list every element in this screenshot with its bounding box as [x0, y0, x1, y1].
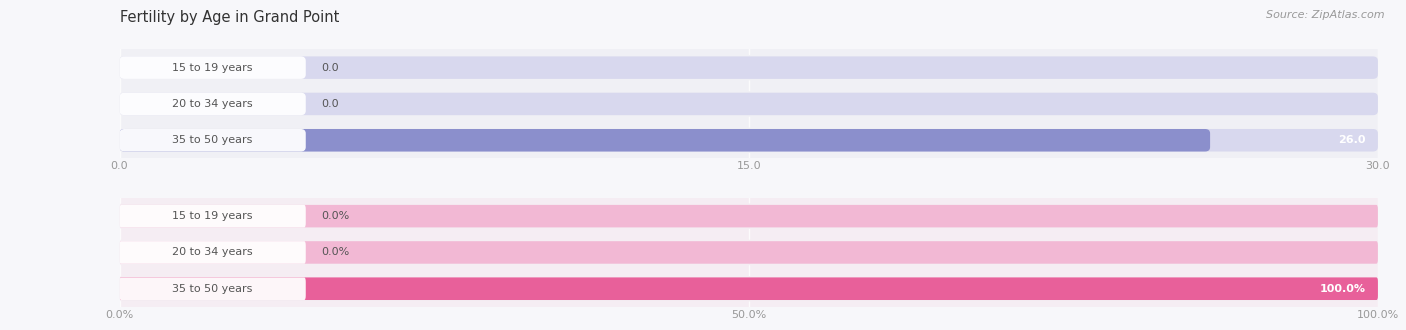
FancyBboxPatch shape: [120, 55, 1378, 80]
FancyBboxPatch shape: [120, 93, 305, 115]
Text: 0.0%: 0.0%: [321, 211, 349, 221]
Text: 100.0%: 100.0%: [1319, 284, 1365, 294]
Text: Fertility by Age in Grand Point: Fertility by Age in Grand Point: [120, 10, 339, 25]
FancyBboxPatch shape: [120, 127, 1378, 153]
Text: 35 to 50 years: 35 to 50 years: [173, 135, 253, 145]
Text: 26.0: 26.0: [1337, 135, 1365, 145]
FancyBboxPatch shape: [120, 129, 305, 151]
FancyBboxPatch shape: [120, 93, 1378, 115]
FancyBboxPatch shape: [120, 241, 1378, 264]
Text: 0.0: 0.0: [321, 63, 339, 73]
Text: 15 to 19 years: 15 to 19 years: [173, 211, 253, 221]
FancyBboxPatch shape: [120, 129, 1378, 151]
Text: 20 to 34 years: 20 to 34 years: [173, 99, 253, 109]
FancyBboxPatch shape: [120, 129, 1211, 151]
FancyBboxPatch shape: [120, 205, 305, 227]
FancyBboxPatch shape: [120, 278, 305, 300]
Text: Source: ZipAtlas.com: Source: ZipAtlas.com: [1267, 10, 1385, 20]
FancyBboxPatch shape: [120, 276, 1378, 302]
FancyBboxPatch shape: [120, 278, 1378, 300]
Text: 20 to 34 years: 20 to 34 years: [173, 248, 253, 257]
FancyBboxPatch shape: [120, 205, 1378, 227]
Text: 15 to 19 years: 15 to 19 years: [173, 63, 253, 73]
FancyBboxPatch shape: [120, 278, 1378, 300]
FancyBboxPatch shape: [120, 56, 1378, 79]
FancyBboxPatch shape: [120, 203, 1378, 229]
FancyBboxPatch shape: [120, 241, 305, 264]
FancyBboxPatch shape: [120, 91, 1378, 117]
Text: 35 to 50 years: 35 to 50 years: [173, 284, 253, 294]
FancyBboxPatch shape: [120, 56, 305, 79]
FancyBboxPatch shape: [120, 240, 1378, 265]
Text: 0.0%: 0.0%: [321, 248, 349, 257]
Text: 0.0: 0.0: [321, 99, 339, 109]
